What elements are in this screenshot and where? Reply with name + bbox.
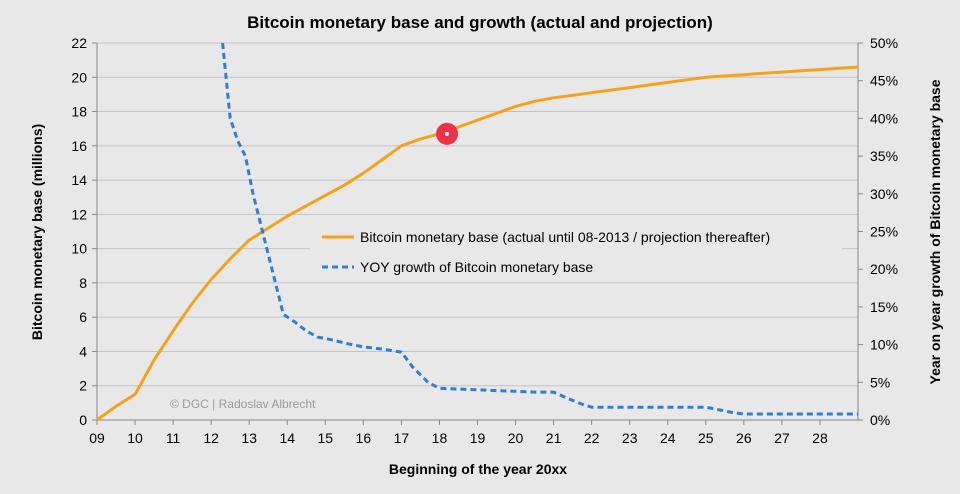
y-tick-label: 20 — [71, 69, 87, 85]
legend-label-monetary-base: Bitcoin monetary base (actual until 08-2… — [360, 229, 770, 245]
x-tick-label: 14 — [279, 430, 295, 446]
y-tick-label: 2 — [79, 378, 87, 394]
y2-tick-label: 30% — [870, 186, 898, 202]
y2-tick-labels: 0% 5% 10% 15% 20% 25% 30% 35% 40% 45% 50% — [870, 35, 898, 428]
x-tick-label: 24 — [660, 430, 676, 446]
y-tick-label: 22 — [71, 35, 87, 51]
y2-tick-label: 15% — [870, 299, 898, 315]
x-tick-label: 16 — [356, 430, 372, 446]
axes — [92, 42, 863, 425]
x-tick-label: 13 — [241, 430, 257, 446]
y-tick-labels: 0 2 4 6 8 10 12 14 16 18 20 22 — [71, 35, 87, 428]
y-tick-label: 4 — [79, 343, 87, 359]
chart-title: Bitcoin monetary base and growth (actual… — [247, 13, 713, 32]
y2-tick-label: 10% — [870, 337, 898, 353]
y2-tick-label: 25% — [870, 224, 898, 240]
x-tick-label: 11 — [166, 430, 181, 446]
legend: Bitcoin monetary base (actual until 08-2… — [310, 222, 842, 280]
x-tick-label: 10 — [127, 430, 143, 446]
y2-tick-label: 20% — [870, 261, 898, 277]
x-tick-label: 15 — [318, 430, 334, 446]
y-tick-label: 18 — [71, 104, 87, 120]
y2-tick-label: 0% — [870, 412, 890, 428]
x-tick-label: 12 — [203, 430, 219, 446]
x-tick-label: 17 — [394, 430, 410, 446]
y-tick-label: 6 — [79, 309, 87, 325]
legend-background — [310, 222, 842, 280]
series-line-monetary-base — [96, 65, 859, 422]
x-tick-label: 09 — [89, 430, 105, 446]
series-layer — [96, 42, 859, 422]
x-tick-label: 21 — [546, 430, 562, 446]
highlight-point-center — [445, 131, 450, 136]
y2-tick-label: 5% — [870, 374, 890, 390]
x-tick-labels: 09 10 11 12 13 14 15 16 17 18 19 20 21 22 23 24 25 26 27 28 — [89, 430, 828, 446]
x-tick-label: 26 — [736, 430, 752, 446]
x-tick-label: 20 — [508, 430, 524, 446]
y2-tick-label: 50% — [870, 35, 898, 51]
x-axis-label: Beginning of the year 20xx — [389, 461, 567, 477]
y-tick-label: 10 — [71, 241, 87, 257]
x-tick-label: 18 — [432, 430, 448, 446]
x-tick-label: 23 — [622, 430, 638, 446]
x-tick-label: 19 — [470, 430, 486, 446]
x-tick-label: 28 — [812, 430, 828, 446]
y-tick-label: 16 — [71, 138, 87, 154]
y2-tick-label: 45% — [870, 73, 898, 89]
x-tick-label: 25 — [698, 430, 714, 446]
y2-axis-label: Year on year growth of Bitcoin monetary … — [927, 79, 943, 384]
y-tick-label: 8 — [79, 275, 87, 291]
copyright-note: © DGC | Radoslav Albrecht — [170, 397, 316, 411]
y-tick-label: 12 — [71, 206, 87, 222]
x-tick-label: 22 — [584, 430, 600, 446]
gridlines — [97, 42, 858, 387]
y-tick-label: 14 — [71, 172, 87, 188]
y2-tick-label: 35% — [870, 148, 898, 164]
highlight-layer — [436, 122, 459, 145]
y-tick-label: 0 — [79, 412, 87, 428]
x-tick-label: 27 — [774, 430, 790, 446]
y2-tick-label: 40% — [870, 110, 898, 126]
legend-label-yoy-growth: YOY growth of Bitcoin monetary base — [360, 259, 593, 275]
y-axis-label: Bitcoin monetary base (millions) — [29, 124, 45, 340]
